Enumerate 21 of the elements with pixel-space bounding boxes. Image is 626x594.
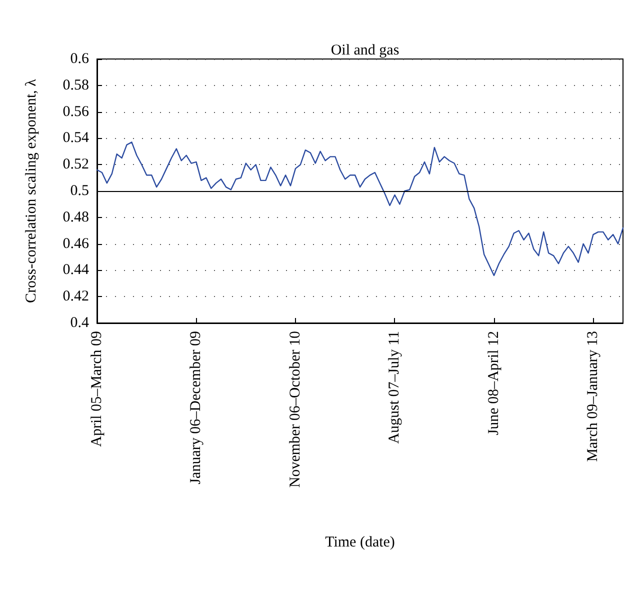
x-tick-label: January 06–December 09 [188, 331, 204, 484]
x-tick-label: August 07–July 11 [386, 331, 403, 444]
y-tick-label: 0.48 [62, 209, 89, 226]
x-tick-label: April 05–March 09 [89, 331, 105, 447]
x-tick-label: March 09–January 13 [585, 331, 602, 462]
x-tick-label: June 08–April 12 [486, 331, 502, 436]
chart-title: Oil and gas [330, 42, 400, 58]
x-tick-label: November 06–October 10 [287, 331, 304, 488]
y-tick-label: 0.54 [62, 130, 90, 146]
y-tick-label: 0.5 [70, 183, 89, 199]
y-tick-label: 0.4 [70, 315, 90, 331]
y-tick-label: 0.6 [70, 51, 90, 67]
y-tick-label: 0.56 [62, 104, 90, 120]
y-tick-label: 0.52 [62, 156, 89, 173]
y-tick-label: 0.58 [62, 77, 89, 94]
y-axis-title: Cross-correlation scaling exponent, λ [24, 78, 40, 303]
y-tick-label: 0.42 [62, 288, 89, 305]
y-tick-label: 0.44 [62, 262, 90, 278]
y-tick-label: 0.46 [62, 236, 90, 252]
line-series [96, 142, 624, 276]
x-axis-title: Time (date) [325, 534, 395, 550]
